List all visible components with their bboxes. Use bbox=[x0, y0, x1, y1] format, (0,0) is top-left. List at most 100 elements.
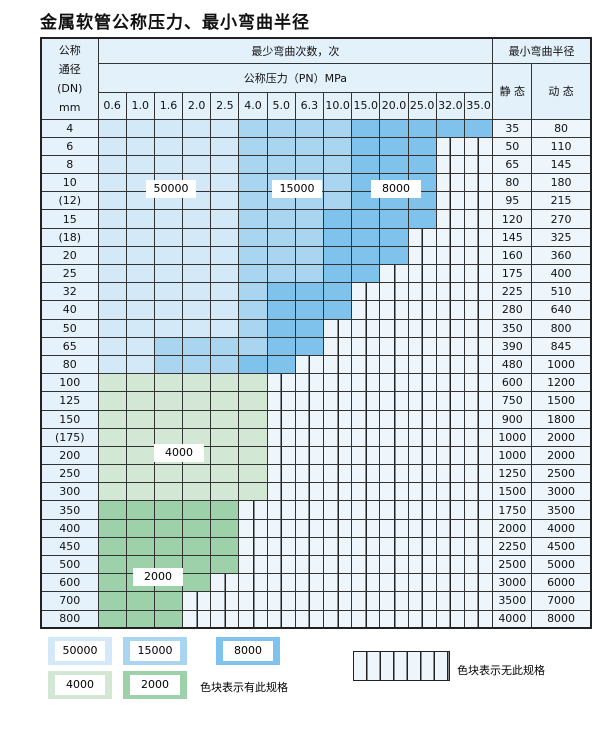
spec-cell bbox=[238, 482, 268, 502]
no-spec-cell bbox=[463, 300, 494, 320]
spec-cell bbox=[322, 118, 353, 138]
static-radius-cell: 350 bbox=[492, 318, 533, 338]
no-spec-cell bbox=[435, 518, 465, 538]
dynamic-radius-cell: 110 bbox=[531, 136, 592, 156]
static-radius-cell: 65 bbox=[492, 154, 533, 175]
spec-cell bbox=[407, 118, 437, 138]
pressure-col-header: 4.0 bbox=[238, 91, 268, 120]
no-spec-cell bbox=[322, 464, 353, 484]
spec-cell bbox=[210, 554, 240, 575]
spec-cell bbox=[379, 154, 409, 175]
spec-cell bbox=[153, 154, 184, 175]
dn-cell: 150 bbox=[40, 409, 99, 429]
spec-cell bbox=[351, 154, 381, 175]
spec-cell bbox=[125, 391, 155, 411]
no-spec-cell bbox=[322, 409, 353, 429]
no-spec-cell bbox=[322, 554, 353, 575]
no-spec-cell bbox=[379, 609, 409, 629]
no-spec-cell bbox=[351, 573, 381, 593]
no-spec-cell bbox=[182, 609, 212, 629]
no-spec-cell bbox=[407, 318, 437, 338]
dynamic-radius-cell: 800 bbox=[531, 318, 592, 338]
spec-cell bbox=[125, 354, 155, 375]
no-spec-cell bbox=[379, 445, 409, 466]
no-spec-cell bbox=[294, 464, 325, 484]
table-row: 15 120 270 bbox=[40, 209, 592, 229]
spec-cell bbox=[210, 318, 240, 338]
no-spec-cell bbox=[463, 354, 494, 375]
spec-cell bbox=[125, 136, 155, 156]
no-spec-cell bbox=[379, 536, 409, 557]
no-spec-cell bbox=[463, 373, 494, 393]
no-spec-cell bbox=[322, 354, 353, 375]
no-spec-cell bbox=[435, 191, 465, 211]
spec-cell bbox=[238, 282, 268, 302]
spec-cell bbox=[407, 154, 437, 175]
table-row: 4 35 80 bbox=[40, 118, 592, 138]
dn-cell: 800 bbox=[40, 609, 99, 629]
spec-cell bbox=[97, 536, 127, 557]
spec-cell bbox=[210, 445, 240, 466]
spec-cell bbox=[153, 536, 184, 557]
spec-cell bbox=[210, 427, 240, 447]
no-spec-cell bbox=[266, 573, 296, 593]
spec-cell bbox=[97, 173, 127, 193]
spec-cell bbox=[125, 427, 155, 447]
spec-cell bbox=[238, 354, 268, 375]
spec-cell bbox=[182, 300, 212, 320]
spec-cell bbox=[182, 318, 212, 338]
dynamic-radius-cell: 360 bbox=[531, 245, 592, 266]
spec-cell bbox=[238, 263, 268, 284]
no-spec-cell bbox=[435, 500, 465, 520]
no-spec-cell bbox=[266, 609, 296, 629]
static-radius-cell: 480 bbox=[492, 354, 533, 375]
no-spec-cell bbox=[463, 336, 494, 356]
no-spec-cell bbox=[435, 536, 465, 557]
spec-cell bbox=[153, 282, 184, 302]
spec-cell bbox=[182, 282, 212, 302]
no-spec-cell bbox=[182, 591, 212, 611]
spec-cell bbox=[153, 245, 184, 266]
spec-cell bbox=[238, 464, 268, 484]
spec-cell bbox=[153, 336, 184, 356]
pressure-col-header: 6.3 bbox=[294, 91, 325, 120]
spec-cell bbox=[238, 391, 268, 411]
spec-cell bbox=[97, 609, 127, 629]
spec-cell bbox=[322, 136, 353, 156]
dynamic-radius-cell: 1200 bbox=[531, 373, 592, 393]
spec-cell bbox=[153, 263, 184, 284]
no-spec-cell bbox=[379, 554, 409, 575]
no-spec-cell bbox=[266, 427, 296, 447]
spec-cell bbox=[153, 354, 184, 375]
spec-cell bbox=[266, 118, 296, 138]
table-row: 100 600 1200 bbox=[40, 373, 592, 393]
spec-cell bbox=[294, 118, 325, 138]
static-radius-cell: 175 bbox=[492, 263, 533, 284]
spec-cell bbox=[379, 118, 409, 138]
no-spec-cell bbox=[435, 173, 465, 193]
no-spec-cell bbox=[435, 464, 465, 484]
spec-cell bbox=[266, 336, 296, 356]
region-label-50000: 50000 bbox=[146, 180, 196, 198]
region-label-8000: 8000 bbox=[371, 180, 421, 198]
no-spec-cell bbox=[379, 573, 409, 593]
no-spec-cell bbox=[407, 591, 437, 611]
spec-cell bbox=[182, 554, 212, 575]
dn-cell: 300 bbox=[40, 482, 99, 502]
spec-cell bbox=[463, 118, 494, 138]
static-radius-cell: 50 bbox=[492, 136, 533, 156]
no-spec-cell bbox=[379, 263, 409, 284]
dn-header: 公称 通径 (DN) mm bbox=[40, 37, 99, 120]
spec-cell bbox=[322, 300, 353, 320]
table-row: 350 1750 3500 bbox=[40, 500, 592, 520]
no-spec-cell bbox=[294, 391, 325, 411]
dn-cell: 350 bbox=[40, 500, 99, 520]
spec-cell bbox=[125, 154, 155, 175]
spec-cell bbox=[97, 554, 127, 575]
no-spec-cell bbox=[351, 554, 381, 575]
dn-cell: 4 bbox=[40, 118, 99, 138]
static-radius-cell: 1500 bbox=[492, 482, 533, 502]
dynamic-radius-cell: 215 bbox=[531, 191, 592, 211]
spec-cell bbox=[379, 245, 409, 266]
no-spec-cell bbox=[322, 536, 353, 557]
